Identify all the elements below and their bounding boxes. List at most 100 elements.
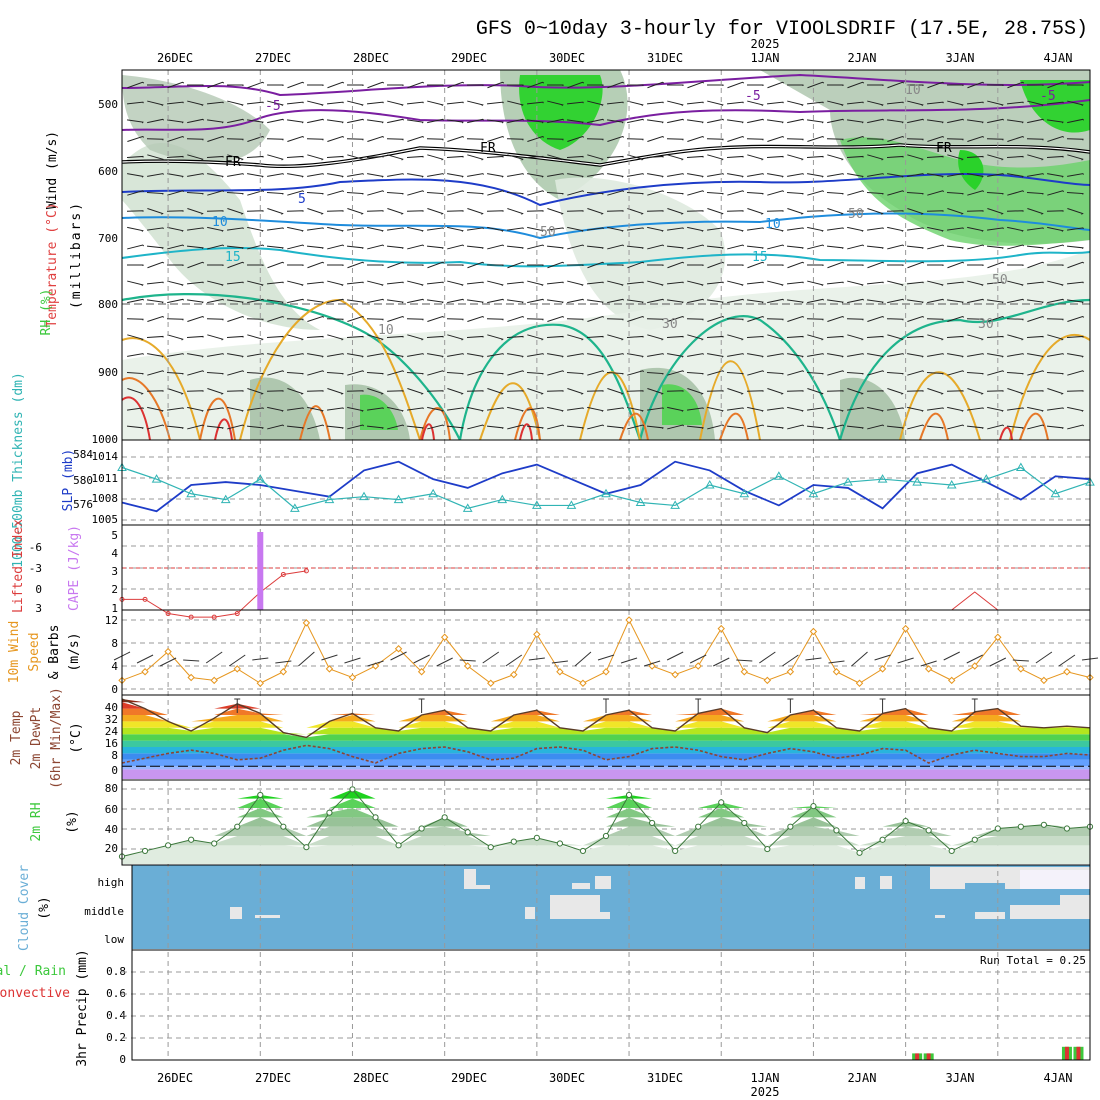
upper-panel: -5 -5 FR FR FR -5 5 10 10 15 15 10 50 50…	[39, 70, 1091, 446]
thickness-point	[981, 474, 992, 483]
top-date-axis: 26DEC 27DEC 28DEC 29DEC 30DEC 31DEC 1JAN…	[157, 51, 1073, 65]
rh-point	[994, 825, 1001, 832]
thickness-point	[428, 488, 439, 498]
pressure-tick: 1000	[92, 433, 119, 446]
temp-band	[122, 715, 1090, 722]
wind-barb	[413, 654, 430, 664]
thickness-point	[220, 494, 231, 504]
wind-tick: 8	[111, 637, 118, 650]
contour-label: 50	[992, 273, 1008, 288]
contour-label: 50	[540, 225, 556, 240]
run-total: Run Total = 0.25	[980, 954, 1086, 967]
thickness-point	[773, 471, 784, 480]
wind-barb	[159, 657, 177, 667]
date-label: 3JAN	[946, 1071, 975, 1085]
wind-speed-point	[1063, 668, 1071, 676]
rh-band	[122, 817, 1090, 827]
chart-title: GFS 0~10day 3-hourly for VIOOLSDRIF (17.…	[476, 18, 1088, 41]
precip-conv-bar	[926, 1053, 931, 1060]
wind-speed-point	[233, 665, 241, 673]
wind-speed-point	[809, 627, 818, 636]
thickness-point	[1015, 462, 1026, 471]
li-line	[122, 570, 307, 618]
date-label: 1JAN	[751, 1071, 780, 1085]
temp-label-3: (6hr Min/Max)	[49, 687, 64, 789]
temp-band	[122, 753, 1090, 760]
contour-label: FR	[480, 141, 496, 156]
wind-speed-point	[994, 633, 1002, 641]
rh-point	[234, 823, 241, 830]
wind-barb	[897, 657, 914, 664]
rh2m-unit: (%)	[65, 810, 80, 833]
rh-point	[833, 827, 840, 834]
slp-frame	[121, 439, 1091, 526]
wind-speed-point	[348, 673, 357, 682]
thickness-label: 1000-500mb Thickness (dm)	[11, 372, 26, 568]
temp-band	[122, 759, 1090, 767]
wind-speed-point	[394, 645, 403, 653]
data-marks	[113, 460, 1099, 1060]
rh-point	[303, 844, 310, 851]
wind-barb	[689, 654, 707, 664]
thickness-point	[946, 479, 957, 489]
contour-label: -5	[265, 99, 281, 114]
thickness-line	[121, 466, 1091, 509]
rh-point	[718, 799, 725, 806]
rh-point	[164, 842, 172, 849]
contour-label: 10	[212, 215, 228, 230]
rh-tick: 20	[105, 842, 118, 855]
temp-minmax-bar	[418, 698, 425, 713]
wind-barb	[759, 651, 776, 664]
rh-panel: 80 60 40 20 2m RH (%)	[29, 782, 118, 855]
wind-speed-point	[625, 616, 633, 624]
thickness-point	[151, 474, 162, 483]
thickness-point	[324, 494, 335, 504]
li-tick: 0	[35, 583, 42, 596]
wind-barb	[782, 654, 799, 667]
rh-point	[902, 817, 909, 825]
pressure-tick: 700	[98, 232, 118, 245]
wind-speed-point	[717, 624, 725, 633]
li-tick: -6	[29, 541, 42, 554]
wind-speed-point	[855, 679, 864, 687]
wind-barb	[920, 660, 937, 667]
wind-barb	[551, 660, 568, 664]
rh-point	[349, 786, 356, 793]
wind-label-4: (m/s)	[67, 632, 82, 671]
rh-point	[510, 838, 517, 845]
rh-point	[695, 823, 702, 830]
thickness-point	[670, 500, 681, 509]
temp-tick: 24	[105, 725, 119, 738]
wind-speed-point	[417, 668, 426, 676]
rh-point	[648, 819, 656, 827]
rh-point	[487, 844, 494, 851]
rh-band	[122, 798, 1090, 808]
wind-barb	[666, 651, 684, 661]
thickness-point	[566, 500, 577, 509]
rh-point	[1063, 825, 1071, 832]
rh-point	[971, 836, 978, 843]
date-label: 29DEC	[451, 1071, 487, 1085]
thickness-point	[393, 494, 404, 504]
rh-band	[122, 826, 1090, 836]
wind-barb	[252, 657, 269, 661]
slp-label: SLP (mb)	[61, 449, 76, 512]
pressure-tick: 600	[98, 165, 118, 178]
rh-point	[533, 834, 540, 841]
cape-tick: 2	[111, 583, 118, 596]
rh-point	[579, 847, 587, 855]
wind-speed-point	[440, 633, 449, 641]
wind-barb	[736, 659, 753, 662]
precip-panel: Run Total = 0.25 0.8 0.6 0.4 0.2 0 Total…	[0, 949, 1086, 1066]
contour-label: 15	[225, 250, 241, 265]
rh-band	[122, 845, 1090, 864]
temp-band	[122, 769, 1090, 779]
thickness-point	[808, 488, 819, 498]
precip-conv-bar	[1064, 1046, 1069, 1060]
date-label: 3JAN	[946, 51, 975, 65]
bottom-date-axis: 26DEC 27DEC 28DEC 29DEC 30DEC 31DEC 1JAN…	[157, 1071, 1073, 1085]
cloud-gaps	[230, 867, 1090, 919]
temp-minmax-bar	[695, 698, 702, 713]
wind-speed-point	[325, 665, 334, 673]
